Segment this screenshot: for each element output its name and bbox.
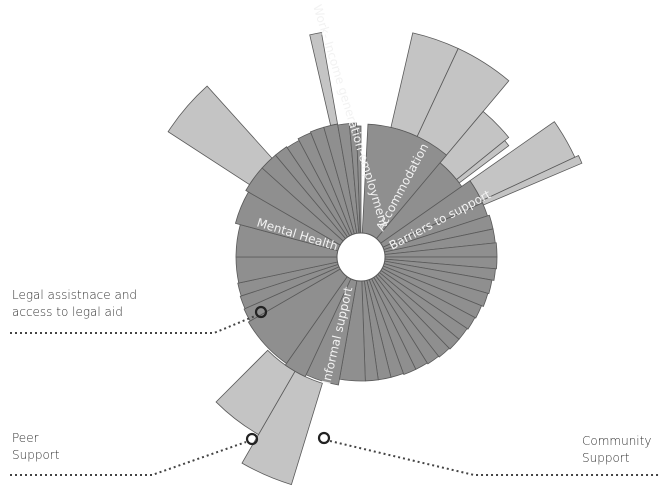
marker-peer xyxy=(245,432,259,446)
callout-legal-line1: Legal assistnace and xyxy=(12,288,138,302)
callout-peer-line2: Support xyxy=(12,448,60,462)
marker-community xyxy=(317,431,331,445)
callout-peer: Peer Support xyxy=(12,430,59,464)
callout-legal-line2: access to legal aid xyxy=(12,305,123,319)
callout-community: Community Support xyxy=(582,433,651,467)
callout-peer-line1: Peer xyxy=(12,431,39,445)
leader-peer xyxy=(10,441,247,476)
callout-community-line2: Support xyxy=(582,451,630,465)
outer-ring xyxy=(167,32,583,486)
inner-ring xyxy=(234,122,498,386)
center-hole xyxy=(336,232,386,282)
callout-community-line1: Community xyxy=(582,434,652,448)
marker-legal xyxy=(254,305,268,319)
outer-segment xyxy=(167,85,273,186)
callout-legal: Legal assistnace and access to legal aid xyxy=(12,287,137,321)
leader-community xyxy=(329,440,660,476)
